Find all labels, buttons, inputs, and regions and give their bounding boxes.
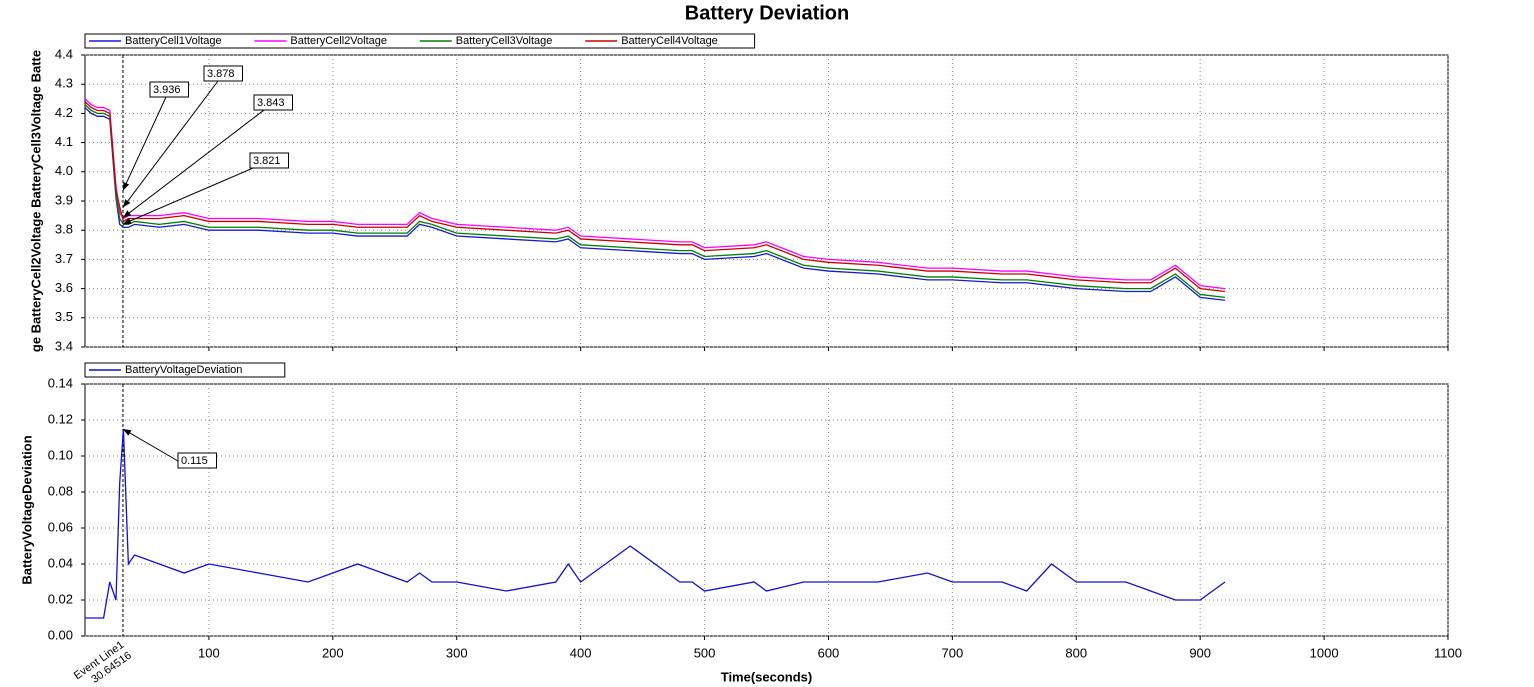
- series-line: [85, 428, 1226, 619]
- annotation-box: [249, 152, 289, 169]
- x-tick-label: 1000: [1310, 645, 1339, 660]
- x-tick-label: 100: [198, 645, 220, 660]
- y-tick-label: 4.2: [55, 105, 73, 120]
- series-line: [84, 98, 1226, 290]
- y-tick-label: 3.7: [55, 251, 73, 266]
- series-line: [84, 107, 1226, 301]
- y-tick-label: 0.12: [48, 411, 73, 426]
- annotation-label: 0.115: [181, 455, 208, 467]
- legend-label: BatteryCell4Voltage: [621, 35, 718, 47]
- x-axis-label: Time(seconds): [721, 669, 813, 684]
- legend-label: BatteryVoltageDeviation: [125, 364, 242, 376]
- x-tick-label: 600: [818, 645, 840, 660]
- plot-area: [84, 383, 1449, 637]
- series-line: [84, 101, 1226, 293]
- annotation-label: 3.843: [257, 97, 285, 109]
- x-tick-label: 300: [446, 645, 468, 660]
- x-tick-label: 500: [694, 645, 716, 660]
- y-tick-label: 3.6: [55, 280, 73, 295]
- annotation-box: [253, 94, 293, 111]
- x-tick-label: 1100: [1434, 645, 1462, 660]
- chart-title: Battery Deviation: [685, 2, 850, 24]
- annotation-label: 3.878: [207, 68, 235, 80]
- legend: BatteryVoltageDeviation: [84, 362, 286, 378]
- y-tick-label: 0.14: [48, 375, 73, 390]
- y-tick-label: 4.4: [55, 46, 73, 61]
- y-tick-label: 0.10: [48, 447, 73, 462]
- annotation-label: 3.936: [153, 84, 181, 96]
- legend: BatteryCell1Voltage BatteryCell2Voltage Ba…: [84, 33, 756, 49]
- x-tick-label: 700: [942, 645, 964, 660]
- annotation-arrow: [122, 160, 270, 225]
- annotation-box: [149, 81, 189, 98]
- y-tick-label: 4.1: [55, 134, 73, 149]
- legend-label: BatteryCell2Voltage: [290, 35, 387, 47]
- y-tick-label: 0.02: [48, 591, 73, 606]
- legend-box: [84, 362, 286, 378]
- y-tick-label: 4.3: [55, 76, 73, 91]
- y-tick-label: 3.4: [55, 338, 73, 353]
- x-tick-label: 400: [570, 645, 592, 660]
- y-axis-label: BatteryVoltageDeviation: [19, 435, 34, 584]
- x-tick-label: 900: [1189, 645, 1211, 660]
- annotation-label: 3.821: [253, 155, 281, 167]
- y-axis-label: ge BatteryCell2Voltage BatteryCell3Volta…: [28, 50, 43, 352]
- annotation-arrow: [122, 102, 274, 219]
- y-tick-label: 3.5: [55, 309, 73, 324]
- y-tick-label: 3.9: [55, 192, 73, 207]
- y-tick-label: 0.08: [48, 483, 73, 498]
- x-tick-label: 800: [1065, 645, 1087, 660]
- annotation-arrow: [122, 73, 224, 208]
- legend-label: BatteryCell1Voltage: [125, 35, 222, 47]
- y-tick-label: 0.00: [48, 627, 73, 642]
- x-tick-label: 200: [322, 645, 344, 660]
- series-line: [84, 104, 1226, 299]
- annotation-arrow: [122, 428, 179, 462]
- annotation-box: [203, 65, 243, 82]
- y-tick-label: 3.8: [55, 222, 73, 237]
- y-tick-label: 0.04: [48, 555, 73, 570]
- y-tick-label: 4.0: [55, 163, 73, 178]
- annotation-arrow: [122, 89, 170, 191]
- annotation-box: [177, 452, 217, 469]
- y-tick-label: 0.06: [48, 519, 73, 534]
- legend-label: BatteryCell3Voltage: [456, 35, 553, 47]
